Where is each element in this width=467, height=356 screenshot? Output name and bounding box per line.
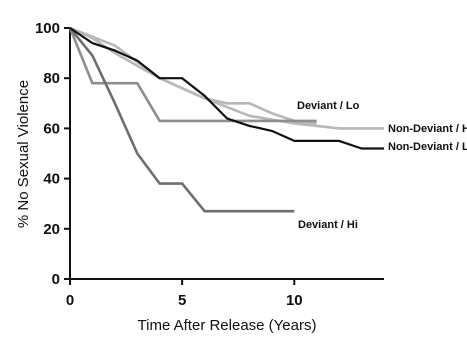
ticks: 0 20 40 60 80 100 0 5 10	[35, 20, 303, 309]
series-label: Deviant / Lo	[297, 100, 360, 112]
x-tick-label: 5	[178, 292, 186, 309]
y-tick-label: 100	[35, 20, 60, 37]
series-lines	[68, 26, 384, 213]
x-axis-title: Time After Release (Years)	[138, 317, 317, 334]
x-tick-label: 0	[66, 292, 74, 309]
y-tick-label: 20	[43, 221, 60, 238]
series-line-3	[68, 27, 295, 213]
y-axis-title: % No Sexual Violence	[15, 80, 32, 228]
series-labels: Deviant / Lo Non-Deviant / Hi Non-Deviant …	[297, 100, 467, 231]
series-line-4	[68, 27, 317, 123]
x-tick-label: 10	[286, 292, 303, 309]
y-tick-label: 80	[43, 70, 60, 87]
series-line-2	[69, 27, 384, 150]
series-label: Non-Deviant / Lo	[388, 141, 467, 153]
series-label: Deviant / Hi	[298, 219, 358, 231]
series-label: Non-Deviant / Hi	[388, 123, 467, 135]
y-tick-label: 40	[43, 171, 60, 188]
series-line-1	[69, 26, 384, 130]
y-tick-label: 0	[52, 271, 60, 288]
y-tick-label: 60	[43, 120, 60, 137]
axes	[69, 28, 384, 280]
